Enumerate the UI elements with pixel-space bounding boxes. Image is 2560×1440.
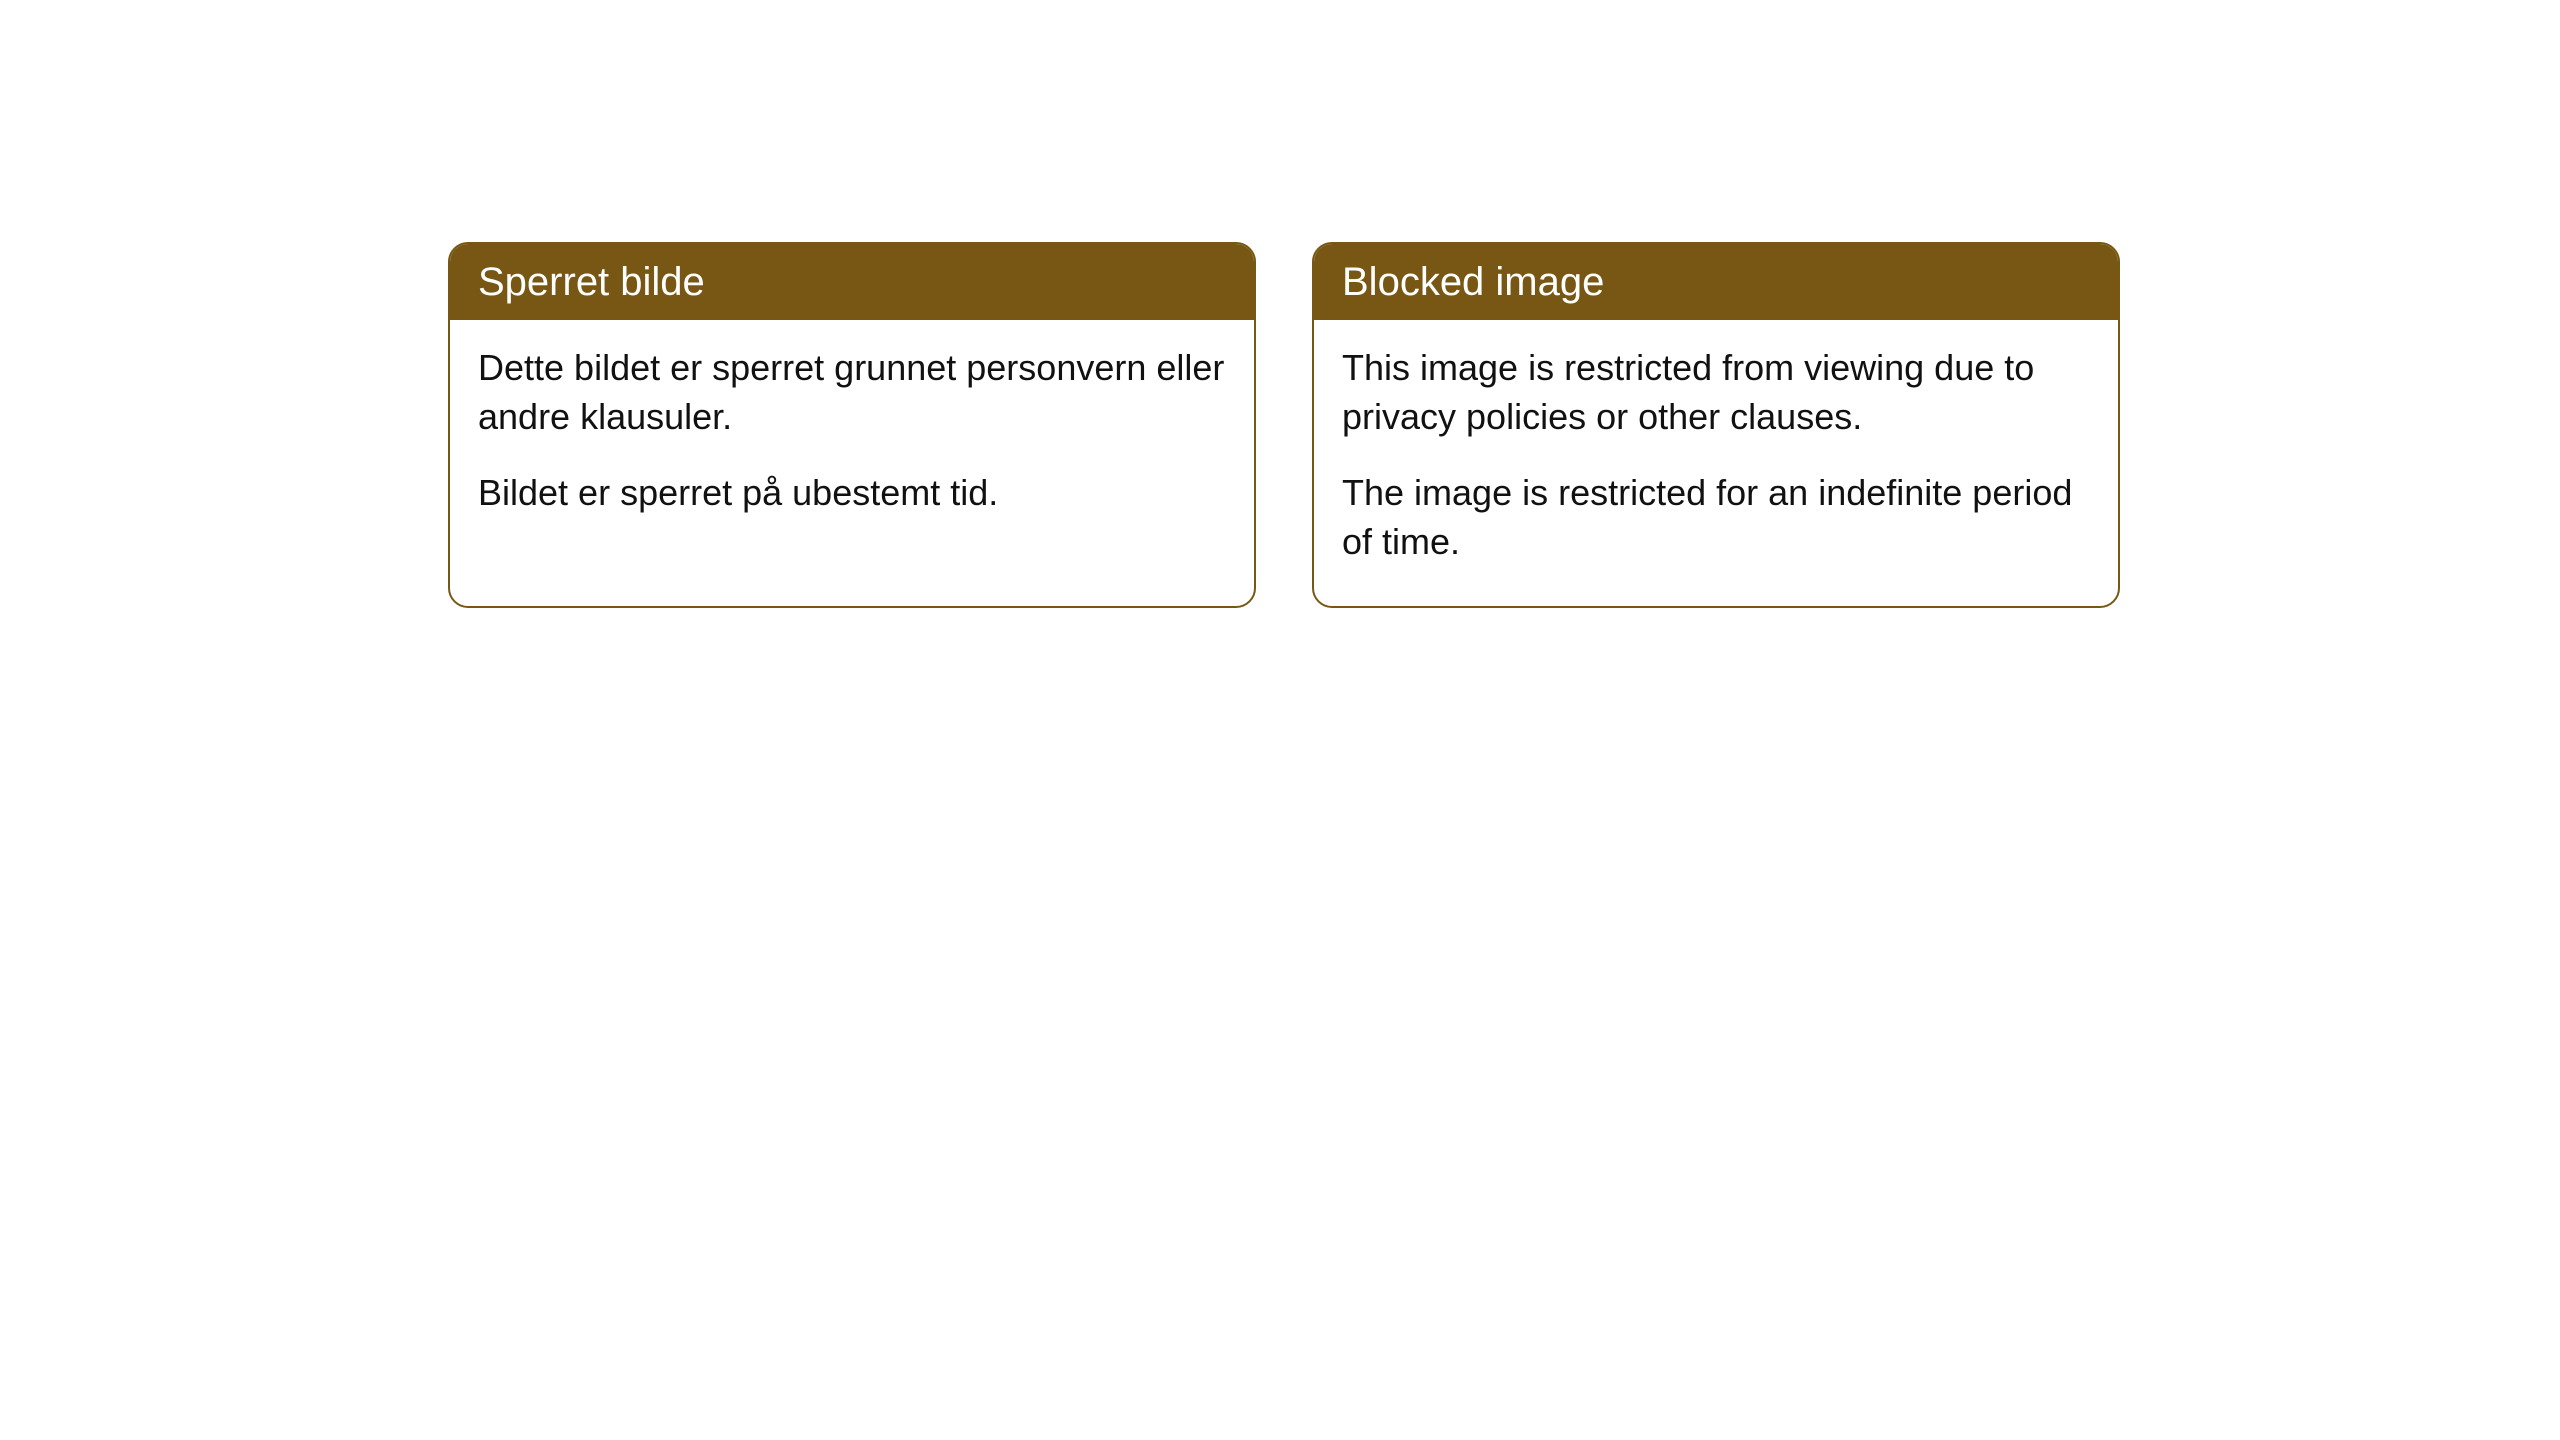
card-body-norwegian: Dette bildet er sperret grunnet personve… xyxy=(450,320,1254,558)
notice-card-english: Blocked image This image is restricted f… xyxy=(1312,242,2120,608)
notice-text-line2: The image is restricted for an indefinit… xyxy=(1342,469,2090,566)
notice-card-norwegian: Sperret bilde Dette bildet er sperret gr… xyxy=(448,242,1256,608)
notice-text-line1: This image is restricted from viewing du… xyxy=(1342,344,2090,441)
notice-text-line1: Dette bildet er sperret grunnet personve… xyxy=(478,344,1226,441)
card-header-english: Blocked image xyxy=(1314,244,2118,320)
notice-text-line2: Bildet er sperret på ubestemt tid. xyxy=(478,469,1226,518)
card-body-english: This image is restricted from viewing du… xyxy=(1314,320,2118,606)
notice-container: Sperret bilde Dette bildet er sperret gr… xyxy=(0,0,2560,608)
card-header-norwegian: Sperret bilde xyxy=(450,244,1254,320)
